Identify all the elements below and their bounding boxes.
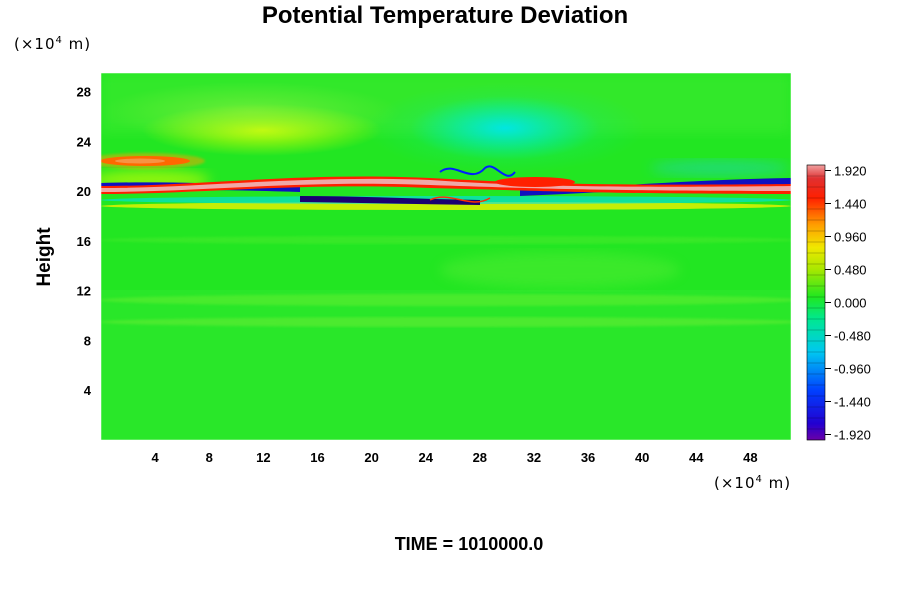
- positive-patch-center: [495, 177, 575, 187]
- noise-band-12: [101, 294, 791, 306]
- pink-core-band: [101, 178, 791, 192]
- cyan-halo: [365, 83, 645, 173]
- pale-blob-upper-left: [101, 82, 400, 142]
- x-tick-label: 20: [364, 450, 378, 465]
- orange-halo-left: [101, 153, 205, 169]
- noise-patch-mid: [440, 252, 680, 288]
- colorbar-tick-label: 1.920: [834, 164, 867, 179]
- x-ticks: 4 8 12 16 20 24 28 32 36 40 44 48: [152, 450, 758, 465]
- colorbar-tick-label: -1.920: [834, 428, 871, 443]
- x-axis-units: (×104 m): [714, 474, 791, 492]
- noise-band-16: [101, 236, 791, 244]
- colorbar-gradient: [806, 164, 826, 441]
- yellow-band-lower: [101, 202, 791, 210]
- y-tick-label: 20: [77, 184, 91, 199]
- x-tick-label: 4: [152, 450, 160, 465]
- y-tick-label: 16: [77, 234, 91, 249]
- x-tick-label: 12: [256, 450, 270, 465]
- colorbar-tick-label: 0.480: [834, 263, 867, 278]
- colorbar-tick-label: -0.960: [834, 362, 871, 377]
- wave-feature: [439, 165, 516, 177]
- x-tick-label: 44: [689, 450, 704, 465]
- chart-title: Potential Temperature Deviation: [262, 2, 628, 29]
- colorbar-tick-label: 1.440: [834, 197, 867, 212]
- x-tick-label: 36: [581, 450, 595, 465]
- x-tick-label: 32: [527, 450, 541, 465]
- y-axis-label: Height: [34, 227, 55, 287]
- x-tick-label: 24: [418, 450, 433, 465]
- colorbar-tick-label: 0.000: [834, 296, 867, 311]
- y-ticks: 4 8 12 16 20 24 28: [77, 85, 92, 399]
- x-tick-label: 28: [473, 450, 487, 465]
- heatmap-field: [101, 73, 791, 440]
- x-tick-label: 16: [310, 450, 324, 465]
- wave-feature-2: [429, 196, 491, 203]
- colorbar: 1.920 1.440 0.960 0.480 0.000 -0.480 -0.960 -1.…: [806, 164, 871, 443]
- colorbar-tick-label: -0.480: [834, 329, 871, 344]
- cyan-tint-right: [650, 160, 790, 176]
- y-tick-label: 8: [84, 333, 91, 348]
- colorbar-lines: [807, 164, 825, 441]
- y-axis-units: (×104 m): [14, 35, 91, 53]
- lower-field-texture: [101, 290, 791, 440]
- time-footer: TIME = 1010000.0: [395, 534, 544, 554]
- y-tick-label: 4: [84, 383, 92, 398]
- y-tick-label: 28: [77, 85, 91, 100]
- y-tick-label: 12: [77, 284, 91, 299]
- plot-frame: [100, 72, 792, 441]
- noise-band-10: [101, 317, 791, 327]
- navy-band-center: [300, 196, 480, 205]
- colorbar-tick-label: 0.960: [834, 230, 867, 245]
- x-tick-label: 48: [743, 450, 757, 465]
- colorbar-tick-label: -1.440: [834, 395, 871, 410]
- y-tick-label: 24: [77, 134, 92, 149]
- tropopause-layer: [101, 153, 791, 210]
- x-tick-label: 40: [635, 450, 649, 465]
- x-tick-label: 8: [206, 450, 213, 465]
- colorbar-ticks: 1.920 1.440 0.960 0.480 0.000 -0.480 -0.960 -1.…: [825, 164, 871, 443]
